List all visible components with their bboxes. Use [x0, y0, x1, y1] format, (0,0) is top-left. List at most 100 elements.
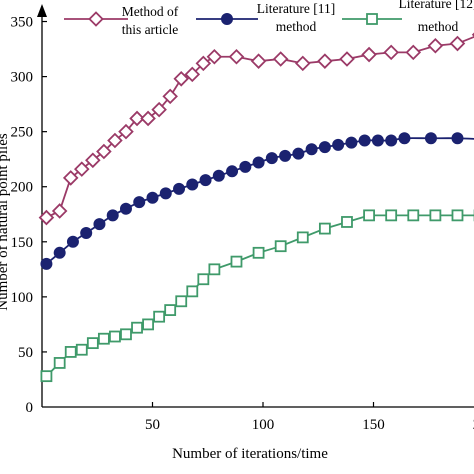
x-axis-title: Number of iterations/time: [172, 446, 328, 462]
data-point: [106, 209, 119, 222]
data-point: [164, 304, 177, 316]
x-tick-label: 100: [252, 417, 275, 433]
data-point: [272, 51, 289, 67]
data-point: [40, 370, 53, 383]
data-point: [140, 110, 156, 127]
axes: 0 50 100 150 200 250 300 350 50 100 150 200: [11, 4, 474, 433]
y-tick-label: 350: [11, 15, 34, 31]
data-point: [129, 110, 145, 127]
y-axis-arrow: [37, 4, 47, 17]
data-point: [173, 71, 190, 87]
data-point: [85, 152, 101, 169]
data-point: [296, 231, 309, 244]
data-point: [279, 149, 292, 162]
data-point: [51, 203, 68, 219]
data-point: [385, 134, 398, 147]
data-point: [184, 66, 201, 83]
data-point: [119, 202, 132, 215]
legend-label: Literature [12] method: [398, 0, 474, 34]
data-point: [361, 46, 377, 63]
data-point: [451, 209, 464, 222]
data-point: [53, 357, 66, 369]
data-point: [199, 174, 212, 187]
data-point: [120, 328, 132, 341]
data-point: [345, 136, 358, 149]
data-point: [317, 53, 333, 69]
data-point: [131, 321, 143, 334]
y-axis-title: Number of natural point piles: [0, 133, 11, 311]
data-point: [159, 187, 172, 200]
data-point: [252, 156, 265, 169]
y-tick-label: 50: [18, 345, 33, 361]
data-point: [80, 226, 93, 239]
data-point: [252, 246, 265, 259]
data-point: [305, 143, 318, 156]
data-point: [226, 165, 239, 178]
data-point: [162, 88, 178, 105]
series-1: [38, 32, 474, 226]
data-point: [250, 53, 267, 69]
data-point: [153, 310, 166, 323]
data-point: [186, 285, 199, 298]
data-point: [175, 295, 188, 308]
data-point: [228, 48, 245, 65]
data-point: [109, 330, 121, 343]
data-point: [173, 182, 186, 195]
y-tick-label: 100: [11, 290, 34, 306]
data-point: [318, 222, 331, 235]
legend-label: Literature [11] method: [257, 1, 336, 34]
data-point: [96, 143, 112, 160]
series-line: [45, 214, 474, 377]
legend-marker: [366, 13, 378, 25]
data-point: [230, 255, 243, 268]
data-point: [142, 318, 154, 331]
data-point: [358, 134, 371, 147]
data-point: [383, 44, 399, 61]
data-point: [398, 132, 411, 145]
data-point: [341, 216, 353, 228]
data-point: [429, 209, 442, 222]
data-point: [62, 170, 79, 186]
legend-item-2: Literature [11] method: [196, 1, 335, 34]
data-point: [66, 235, 79, 248]
data-point: [332, 138, 345, 151]
data-point: [97, 332, 110, 345]
data-point: [206, 48, 223, 65]
data-point: [146, 191, 159, 204]
data-point: [107, 132, 123, 149]
data-point: [295, 55, 311, 72]
y-tick-label: 150: [11, 235, 34, 251]
data-point: [274, 240, 287, 253]
data-point: [53, 246, 66, 259]
data-point: [74, 161, 90, 177]
x-tick-label: 50: [145, 417, 160, 433]
data-point: [265, 152, 278, 165]
data-point: [407, 209, 420, 222]
x-tick-label: 200: [473, 417, 474, 433]
data-point: [186, 178, 199, 191]
data-point: [427, 37, 444, 54]
legend: Method of this article Literature [11] meth…: [64, 0, 474, 37]
data-point: [93, 218, 106, 231]
data-point: [318, 141, 331, 154]
data-point: [239, 160, 252, 173]
data-point: [118, 123, 134, 140]
data-point: [424, 132, 437, 145]
data-point: [449, 35, 466, 52]
series-2: [40, 132, 474, 270]
data-point: [208, 263, 221, 276]
legend-item-3: Literature [12] method: [342, 0, 474, 34]
y-tick-label: 300: [11, 70, 34, 86]
data-point: [385, 209, 398, 222]
legend-item-1: Method of this article: [64, 4, 179, 37]
data-point: [75, 343, 88, 356]
data-point: [451, 132, 464, 145]
y-tick-label: 200: [11, 180, 34, 196]
data-point: [64, 346, 77, 358]
series-3: [40, 209, 474, 383]
data-point: [86, 337, 99, 350]
legend-marker: [221, 13, 233, 25]
legend-marker: [88, 11, 104, 27]
series-line: [46, 35, 474, 219]
data-point: [38, 209, 55, 226]
